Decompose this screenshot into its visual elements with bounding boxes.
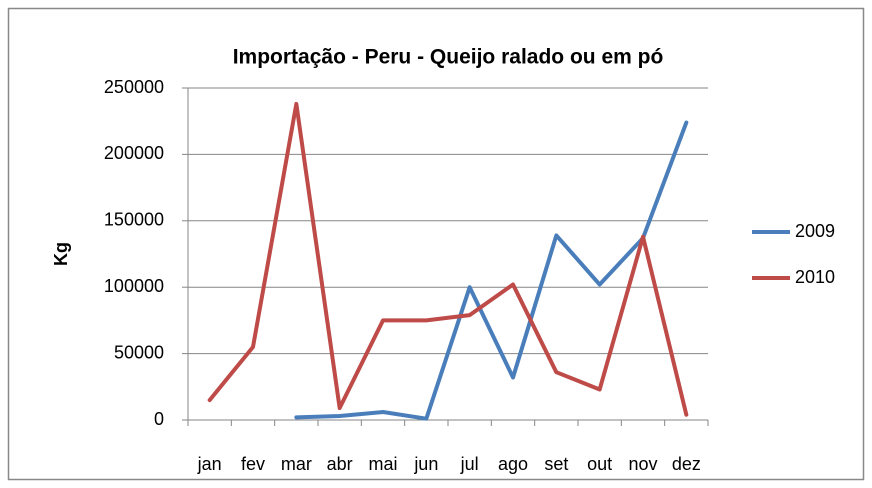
x-tick-label: nov — [628, 454, 657, 474]
y-tick-label: 200000 — [104, 143, 164, 163]
y-tick-label: 150000 — [104, 210, 164, 230]
x-tick-label: out — [587, 454, 612, 474]
series-line — [294, 120, 689, 421]
x-tick-label: set — [544, 454, 568, 474]
legend-label: 2010 — [795, 267, 835, 287]
legend-label: 2009 — [795, 221, 835, 241]
x-tick-label: jan — [197, 454, 222, 474]
x-tick-label: dez — [672, 454, 701, 474]
x-tick-label: abr — [327, 454, 353, 474]
x-tick-label: mar — [281, 454, 312, 474]
chart-title: Importação - Peru - Queijo ralado ou em … — [233, 46, 664, 69]
x-tick-label: jun — [413, 454, 438, 474]
y-tick-label: 0 — [154, 409, 164, 429]
series-line — [207, 101, 689, 417]
y-tick-label: 100000 — [104, 276, 164, 296]
x-tick-label: mai — [368, 454, 397, 474]
chart-border — [7, 7, 865, 481]
x-tick-label: fev — [241, 454, 265, 474]
x-tick-label: jul — [460, 454, 479, 474]
y-tick-label: 50000 — [114, 342, 164, 362]
x-tick-label: ago — [498, 454, 528, 474]
y-tick-label: 250000 — [104, 77, 164, 97]
y-axis-label: Kg — [51, 242, 71, 266]
